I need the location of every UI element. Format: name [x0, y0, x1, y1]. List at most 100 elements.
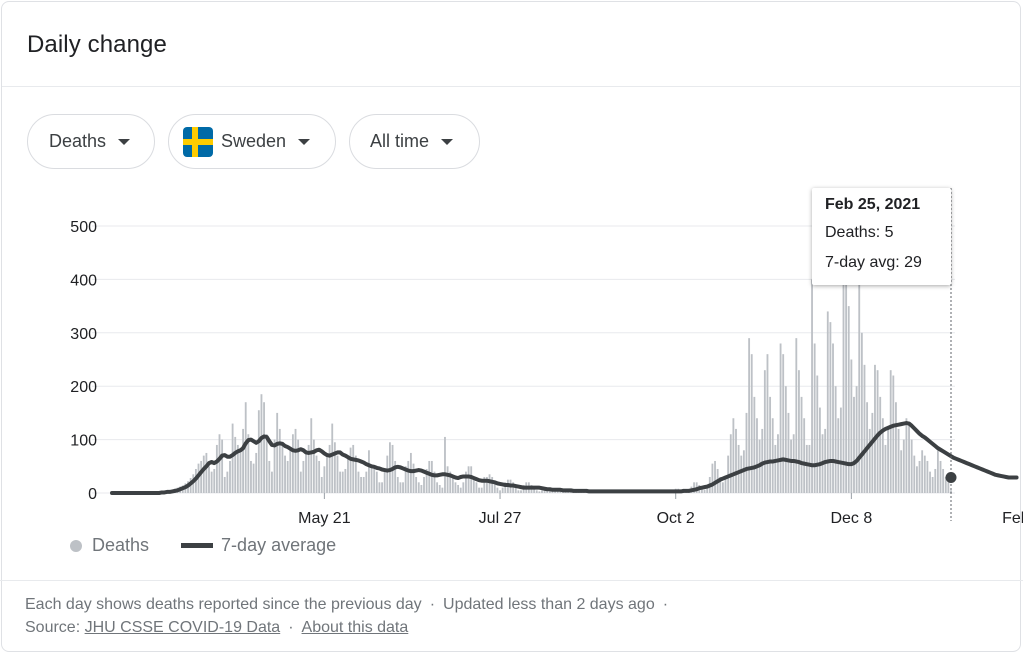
deaths-bar — [451, 476, 454, 493]
deaths-bar — [399, 482, 402, 493]
deaths-bar — [887, 428, 889, 493]
deaths-bar — [352, 444, 355, 493]
deaths-bar — [263, 402, 265, 493]
deaths-bar — [333, 442, 336, 493]
hover-tooltip: Feb 25, 2021 Deaths: 5 7-day avg: 29 — [812, 188, 951, 285]
deaths-bar — [215, 444, 218, 493]
deaths-bar — [879, 396, 882, 493]
daily-deaths-chart[interactable]: 0 100 200 300 400 500 May 21 Jul 27 Oct 2 Dec 8 Fe… — [0, 180, 1023, 530]
deaths-bar — [362, 476, 365, 493]
deaths-bar — [407, 460, 410, 493]
deaths-bar — [732, 418, 735, 493]
chart-legend: Deaths 7-day average — [70, 535, 336, 556]
deaths-bar — [360, 476, 362, 493]
deaths-bar — [950, 490, 952, 493]
y-tick-label: 400 — [70, 272, 97, 289]
deaths-bar — [818, 407, 821, 493]
deaths-bar — [740, 455, 743, 493]
deaths-bar — [559, 491, 562, 493]
deaths-bar — [370, 466, 373, 493]
deaths-bar — [908, 423, 910, 493]
deaths-bar — [354, 455, 357, 493]
deaths-bar — [813, 343, 816, 493]
deaths-bar — [386, 455, 389, 493]
deaths-bar — [847, 306, 850, 493]
deaths-bar — [305, 450, 307, 493]
deaths-bar — [782, 354, 785, 493]
metric-dropdown[interactable]: Deaths — [27, 114, 155, 169]
deaths-bar — [777, 434, 779, 493]
deaths-bar — [383, 471, 386, 493]
deaths-bar — [438, 484, 441, 493]
deaths-bar — [892, 375, 895, 493]
deaths-bar — [520, 490, 522, 493]
deaths-bar — [425, 468, 428, 493]
deaths-bar — [787, 412, 790, 493]
y-tick-label: 200 — [70, 379, 97, 396]
footer-note: Each day shows deaths reported since the… — [25, 596, 422, 613]
deaths-bar — [483, 476, 486, 493]
deaths-bar — [763, 370, 766, 493]
region-dropdown-label: Sweden — [221, 131, 287, 151]
deaths-bar — [897, 428, 900, 493]
range-dropdown[interactable]: All time — [349, 114, 480, 169]
deaths-bar — [921, 450, 924, 493]
deaths-bar — [504, 482, 507, 493]
deaths-bar — [428, 460, 431, 493]
deaths-bar — [341, 471, 344, 493]
deaths-bar — [417, 482, 420, 493]
about-data-link[interactable]: About this data — [301, 619, 409, 636]
footer-updated: Updated less than 2 days ago — [443, 596, 655, 613]
deaths-bar — [415, 476, 418, 493]
region-dropdown[interactable]: Sweden — [168, 114, 336, 169]
x-tick-label: Jul 27 — [479, 510, 522, 527]
caret-down-icon — [298, 138, 311, 145]
deaths-bar — [868, 428, 871, 493]
deaths-bar — [714, 460, 716, 493]
deaths-bar — [252, 463, 255, 493]
legend-bars-swatch — [70, 539, 82, 552]
deaths-bar — [889, 370, 892, 493]
deaths-bar — [929, 471, 931, 493]
deaths-bar — [459, 487, 462, 493]
source-link[interactable]: JHU CSSE COVID-19 Data — [84, 619, 281, 636]
tooltip-date: Feb 25, 2021 — [825, 196, 921, 213]
deaths-bar — [244, 402, 247, 493]
deaths-bar — [449, 471, 452, 493]
deaths-bar — [845, 279, 848, 493]
deaths-bar — [936, 450, 939, 493]
deaths-bar — [349, 447, 352, 493]
deaths-bar — [533, 487, 536, 493]
deaths-bar — [721, 482, 724, 493]
tooltip-average: 7-day avg: 29 — [825, 254, 922, 271]
deaths-bar — [535, 490, 538, 493]
deaths-bar — [541, 490, 543, 493]
deaths-bar — [268, 460, 271, 493]
x-tick-label: Feb 13 — [1002, 510, 1023, 527]
deaths-bar — [711, 463, 714, 493]
deaths-bar — [470, 466, 473, 493]
range-dropdown-label: All time — [370, 131, 430, 151]
deaths-bar — [895, 402, 897, 493]
deaths-bar — [816, 375, 819, 493]
deaths-bar — [805, 444, 808, 493]
legend-bars-label: Deaths — [92, 535, 150, 555]
deaths-bar — [493, 482, 496, 493]
header-divider — [2, 86, 1020, 87]
deaths-bar — [396, 476, 399, 493]
deaths-bar — [339, 471, 342, 493]
deaths-bar — [404, 466, 407, 493]
deaths-bar — [826, 311, 829, 493]
legend-line-swatch — [181, 543, 214, 548]
deaths-bar — [213, 468, 216, 493]
deaths-bar — [307, 444, 310, 493]
deaths-bar — [811, 279, 813, 493]
deaths-bar — [420, 484, 423, 493]
deaths-bar — [501, 487, 504, 493]
deaths-bar — [444, 436, 446, 493]
deaths-bar — [297, 439, 300, 493]
deaths-bar — [202, 455, 205, 493]
deaths-bar — [944, 476, 947, 493]
deaths-bar — [312, 439, 315, 493]
